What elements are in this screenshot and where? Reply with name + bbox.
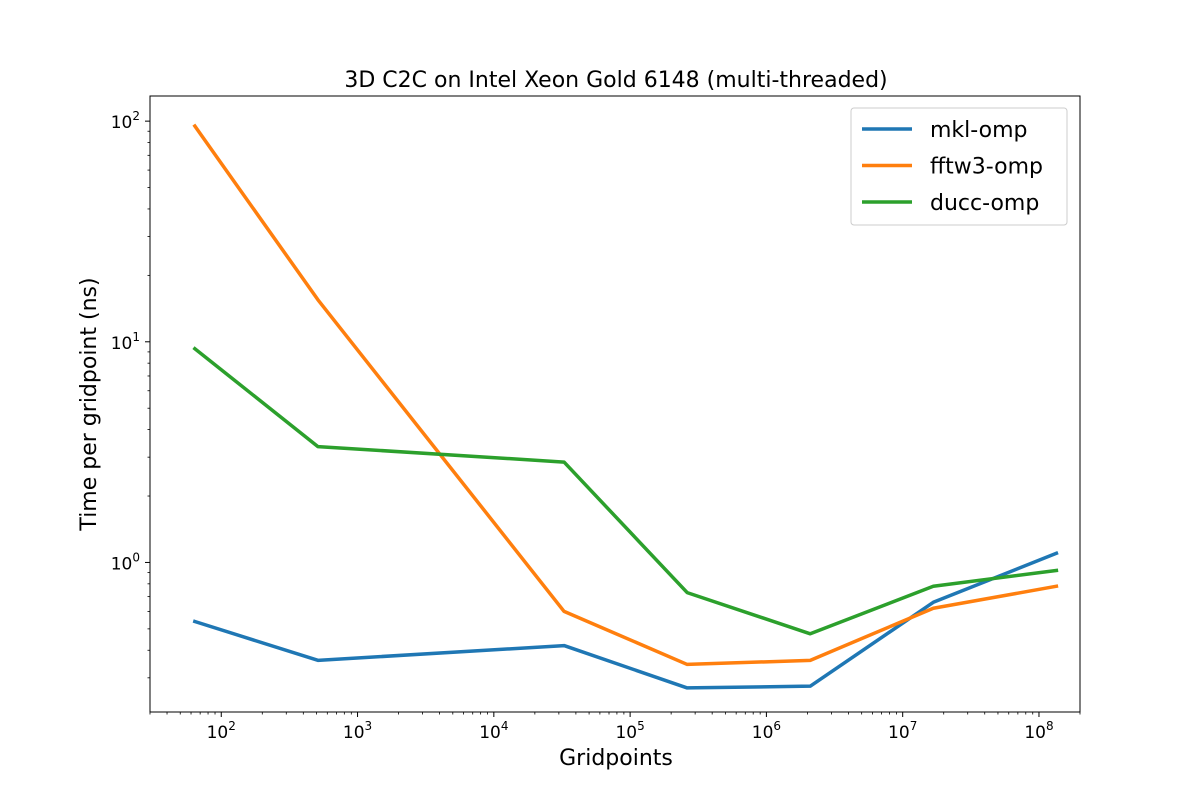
x-tick-base: 10	[479, 723, 501, 743]
series-line-mkl-omp	[192, 551, 1059, 690]
x-tick-exponent: 5	[637, 719, 645, 733]
y-axis-label: Time per gridpoint (ns)	[77, 277, 102, 531]
y-tick-base: 10	[111, 554, 133, 574]
y-tick-base: 10	[111, 113, 133, 133]
x-tick-label: 106	[752, 719, 781, 743]
x-tick-label: 104	[479, 719, 508, 743]
x-tick-exponent: 4	[501, 719, 509, 733]
y-tick-label: 102	[111, 109, 140, 133]
series-line-fftw3-omp	[192, 123, 1059, 667]
x-tick-label: 103	[343, 719, 372, 743]
x-tick-base: 10	[343, 723, 365, 743]
series-lines	[192, 123, 1059, 690]
series-line-ducc-omp	[192, 346, 1059, 636]
plot-area	[149, 95, 1081, 713]
legend: mkl-omp fftw3-omp ducc-omp	[850, 107, 1068, 226]
x-tick-base: 10	[888, 723, 910, 743]
x-tick-label: 108	[1024, 719, 1053, 743]
x-tick-base: 10	[615, 723, 637, 743]
x-tick-label: 105	[615, 719, 644, 743]
y-tick-base: 10	[111, 334, 133, 354]
y-tick-exponent: 2	[132, 109, 140, 123]
x-tick-exponent: 8	[1046, 719, 1054, 733]
x-axis-ticks: 102 103 104 105 106 107 108	[149, 712, 1081, 743]
x-tick-exponent: 6	[773, 719, 781, 733]
chart-title: 3D C2C on Intel Xeon Gold 6148 (multi-th…	[344, 68, 887, 93]
x-tick-label: 102	[207, 719, 236, 743]
x-tick-base: 10	[752, 723, 774, 743]
legend-label: ducc-omp	[930, 191, 1039, 216]
x-tick-base: 10	[1024, 723, 1046, 743]
x-tick-exponent: 3	[365, 719, 373, 733]
x-tick-exponent: 7	[910, 719, 918, 733]
x-axis-label: Gridpoints	[559, 746, 673, 771]
legend-label: mkl-omp	[930, 118, 1028, 143]
x-tick-base: 10	[207, 723, 229, 743]
legend-label: fftw3-omp	[930, 155, 1043, 180]
y-tick-label: 101	[111, 330, 140, 354]
legend-box	[850, 107, 1068, 226]
y-tick-label: 100	[111, 550, 140, 574]
y-tick-exponent: 1	[132, 330, 140, 344]
y-tick-exponent: 0	[132, 550, 140, 564]
x-tick-exponent: 2	[228, 719, 236, 733]
x-tick-label: 107	[888, 719, 917, 743]
